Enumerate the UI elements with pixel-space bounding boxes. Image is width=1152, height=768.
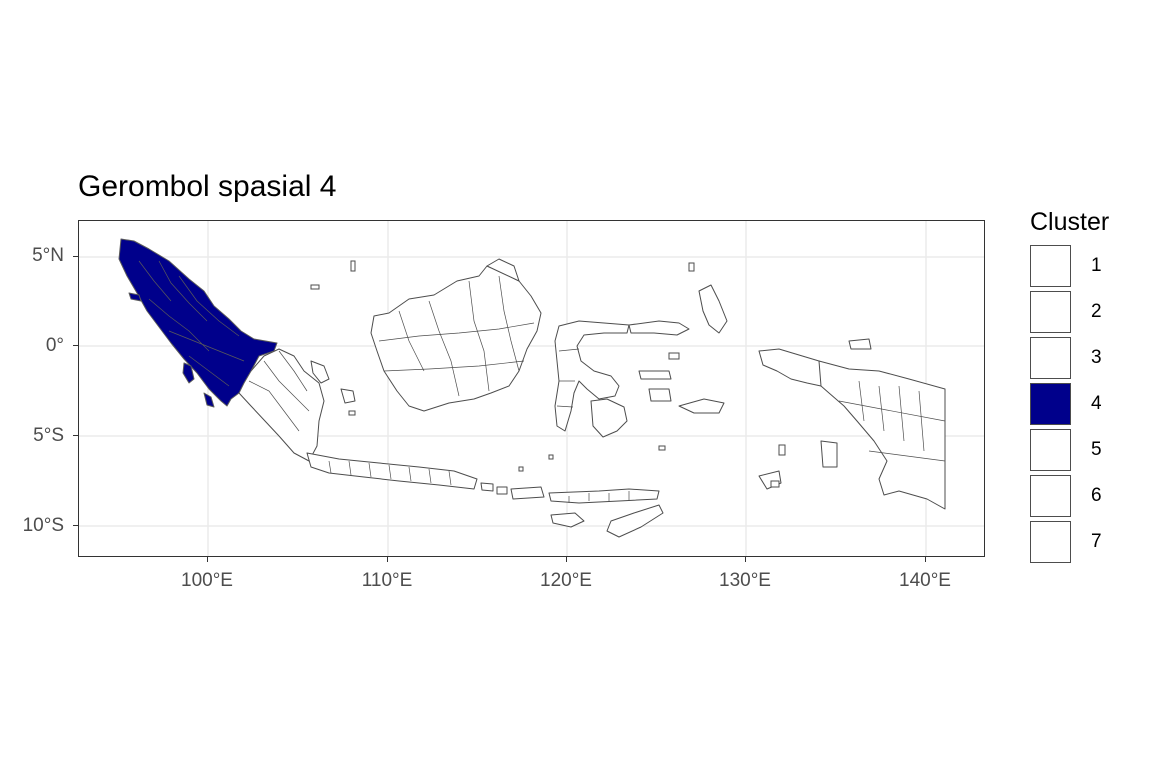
flores-island — [548, 488, 660, 504]
legend-item-cluster-2: 2 — [1030, 289, 1109, 335]
cluster-4-north-sumatra — [118, 238, 278, 407]
indonesia-map — [79, 221, 984, 556]
x-tick-140e: 140°E — [899, 570, 951, 591]
y-tick-mark — [73, 345, 78, 346]
sulawesi-southeast — [590, 398, 628, 438]
y-tick-0: 0° — [45, 335, 64, 356]
java-island — [306, 452, 478, 490]
legend-key-swatch — [1030, 245, 1071, 287]
legend-key-swatch — [1030, 291, 1071, 333]
legend-label: 1 — [1091, 255, 1102, 276]
sula-island — [638, 370, 672, 380]
legend-item-cluster-3: 3 — [1030, 335, 1109, 381]
y-tick-mark — [73, 256, 78, 257]
legend-label: 4 — [1091, 393, 1102, 414]
map-title: Gerombol spasial 4 — [78, 170, 337, 203]
y-tick-5s: 5°S — [33, 425, 64, 446]
legend-label: 7 — [1091, 531, 1102, 552]
legend-item-cluster-1: 1 — [1030, 243, 1109, 289]
seram-island — [678, 398, 725, 414]
sumba-island — [550, 512, 585, 528]
map-panel — [78, 220, 985, 557]
legend-label: 3 — [1091, 347, 1102, 368]
legend-items: 1 2 3 4 5 6 7 — [1030, 243, 1109, 565]
cluster-4-simeulue-island — [128, 292, 142, 302]
legend-item-cluster-7: 7 — [1030, 519, 1109, 565]
legend-label: 5 — [1091, 439, 1102, 460]
sulawesi-north-arm — [628, 320, 690, 336]
cluster-4-mentawai-island — [203, 392, 215, 408]
legend-key-swatch — [1030, 521, 1071, 563]
x-tick-120e: 120°E — [540, 570, 592, 591]
y-tick-5n: 5°N — [32, 245, 64, 266]
legend-key-swatch — [1030, 475, 1071, 517]
legend-item-cluster-6: 6 — [1030, 473, 1109, 519]
lombok-island — [496, 486, 508, 495]
papua-bird-head — [758, 348, 830, 387]
legend-key-swatch — [1030, 429, 1071, 471]
legend-title: Cluster — [1030, 208, 1110, 236]
kalimantan-north — [486, 258, 520, 282]
legend-item-cluster-4: 4 — [1030, 381, 1109, 427]
region-boundaries — [248, 275, 946, 503]
buru-island — [648, 388, 672, 402]
bali-island — [480, 482, 494, 492]
x-tick-mark — [207, 557, 208, 562]
belitung-island — [340, 388, 356, 404]
biak-island — [848, 338, 872, 350]
legend-key-swatch — [1030, 383, 1071, 425]
y-tick-mark — [73, 435, 78, 436]
x-tick-110e: 110°E — [361, 570, 413, 591]
bangka-island — [310, 360, 330, 384]
x-tick-mark — [925, 557, 926, 562]
small-islands — [310, 260, 786, 488]
halmahera-island — [698, 284, 728, 334]
cluster-4-boundaries — [138, 260, 245, 387]
legend-item-cluster-5: 5 — [1030, 427, 1109, 473]
x-tick-mark — [387, 557, 388, 562]
papua-main — [818, 360, 946, 510]
kalimantan-island — [370, 265, 542, 412]
legend-label: 6 — [1091, 485, 1102, 506]
y-tick-mark — [73, 525, 78, 526]
sumbawa-island — [510, 486, 545, 500]
x-tick-mark — [745, 557, 746, 562]
legend-key-swatch — [1030, 337, 1071, 379]
y-tick-10s: 10°S — [22, 515, 64, 536]
legend-label: 2 — [1091, 301, 1102, 322]
x-tick-mark — [566, 557, 567, 562]
legend: Cluster 1 2 3 4 5 6 7 — [1030, 208, 1109, 565]
timor-island — [606, 504, 664, 538]
x-tick-130e: 130°E — [719, 570, 771, 591]
x-tick-100e: 100°E — [181, 570, 233, 591]
cluster-4-nias-island — [182, 362, 195, 384]
aru-islands — [820, 440, 838, 468]
sulawesi-central — [554, 320, 630, 432]
